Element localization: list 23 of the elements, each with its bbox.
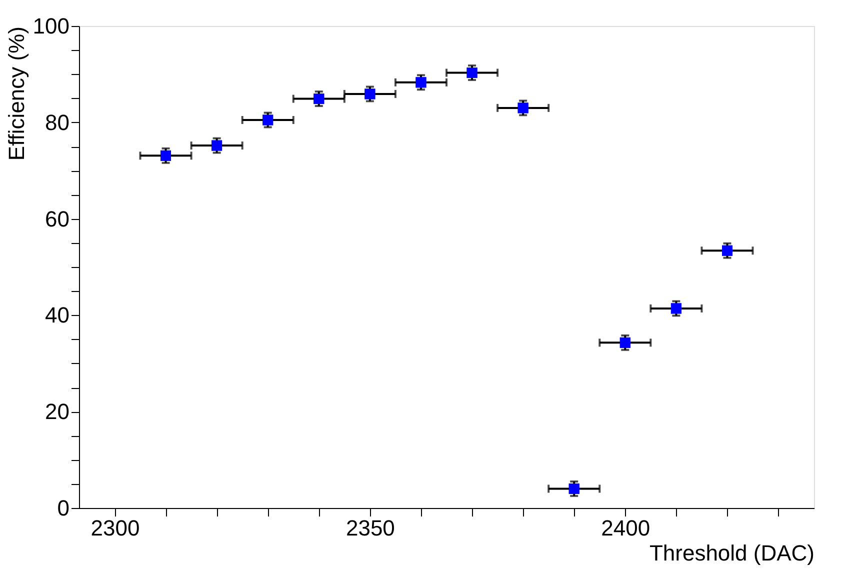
- y-tick-label: 20: [45, 399, 70, 424]
- y-tick-label: 0: [57, 496, 70, 520]
- point: [364, 88, 376, 100]
- x-tick-label: 2400: [601, 516, 650, 540]
- x-tick-label: 2300: [90, 516, 140, 540]
- point: [722, 245, 732, 256]
- point: [212, 140, 222, 151]
- point: [466, 68, 478, 78]
- point: [314, 94, 324, 104]
- point: [670, 303, 682, 314]
- y-tick-label: 40: [45, 302, 70, 328]
- point: [416, 77, 426, 88]
- point: [568, 483, 580, 494]
- point: [518, 102, 528, 114]
- point: [620, 337, 630, 348]
- y-tick-label: 100: [32, 14, 70, 38]
- x-axis-title: Threshold (DAC): [649, 540, 814, 566]
- point: [160, 150, 172, 161]
- y-tick-label: 60: [45, 206, 70, 232]
- x-tick-label: 2350: [346, 516, 395, 540]
- y-axis-title: Efficiency (%): [4, 26, 29, 161]
- point: [262, 114, 274, 126]
- y-tick-label: 80: [45, 110, 70, 135]
